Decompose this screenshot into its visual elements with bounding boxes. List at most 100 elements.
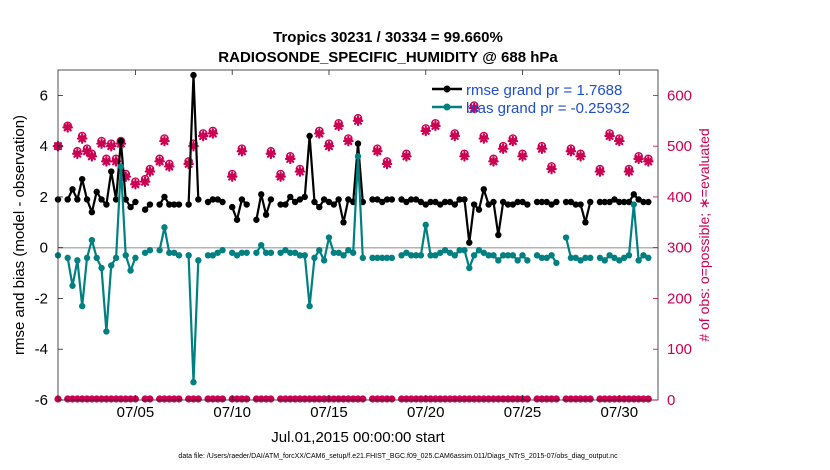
bias-point [601,257,608,264]
obs-evaluated-star-stroke [353,116,363,125]
bias-point [490,252,497,259]
bias-point [625,252,633,259]
rmse-point [495,231,502,239]
rmse-point [258,191,265,198]
rmse-point [214,196,221,203]
rmse-line [231,198,248,221]
bias-point [514,257,521,264]
y-tick-label: -2 [35,290,48,307]
rmse-point [470,201,478,208]
obs-evaluated-star-stroke [237,147,246,156]
bias-point [417,252,425,259]
rmse-point [311,198,318,206]
obs-evaluated-star-stroke [644,157,653,166]
obs-evaluated-star-stroke [324,142,334,151]
obs-evaluated-star-stroke [315,129,324,138]
rmse-point [161,193,168,201]
y2-tick-label: 200 [667,290,692,307]
obs-low-count-marker [194,395,202,403]
bias-point [204,252,212,259]
bias-point [441,247,449,254]
bias-point [640,252,647,259]
rmse-point [451,201,458,208]
obs-count-layer [52,101,654,403]
rmse-point [412,196,420,203]
obs-evaluated-marker [633,153,644,165]
obs-evaluated-marker [517,151,528,162]
rmse-point [69,186,76,193]
obs-low-count-marker [146,395,154,403]
obs-evaluated-star-stroke [111,157,121,166]
rmse-point [567,198,575,206]
rmse-point [504,201,512,208]
obs-evaluated-star-stroke [431,121,440,130]
obs-evaluated-marker [86,151,98,162]
obs-evaluated-marker [144,166,156,177]
x-axis-label: Jul.01,2015 00:00:00 start [271,429,445,446]
rmse-point [195,196,202,203]
obs-evaluated-star-stroke [160,137,169,146]
rmse-point [132,198,139,206]
rmse-point [287,193,294,201]
bias-point [345,247,352,254]
bias-point [296,252,304,259]
obs-evaluated-star-stroke [228,172,237,181]
bias-point [219,247,226,254]
rmse-point [616,198,623,206]
bias-point [470,252,478,259]
bias-point [195,257,202,264]
chart-subtitle: RADIOSONDE_SPECIFIC_HUMIDITY @ 688 hPa [218,49,558,66]
obs-evaluated-star-stroke [155,157,164,166]
bias-point [606,252,613,259]
rmse-point [514,198,521,206]
bias-point [349,249,357,256]
rmse-point [204,198,212,206]
obs-evaluated-marker [284,153,296,165]
obs-evaluated-star-stroke [605,131,614,141]
rmse-point [432,198,439,206]
bias-point [499,252,507,259]
rmse-point [548,201,555,208]
bias-point [78,302,86,310]
bias-point [320,257,328,264]
rmse-point [345,196,352,203]
obs-evaluated-star-stroke [479,134,488,143]
bias-point [214,249,221,256]
obs-evaluated-marker [101,156,112,167]
rmse-point [408,196,415,203]
rmse-point [553,198,560,206]
rmse-point [577,201,584,208]
y2-tick-label: 300 [667,240,692,257]
rmse-point [572,201,579,208]
bias-point [103,328,110,335]
rmse-point [175,201,183,208]
rmse-point [640,198,647,206]
obs-evaluated-marker [401,151,412,162]
obs-evaluated-marker [343,135,354,147]
rmse-point [340,219,347,226]
bias-point [596,254,604,262]
rmse-point [127,203,134,211]
obs-evaluated-star-stroke [141,177,150,186]
rmse-point [98,196,105,203]
obs-evaluated-star-stroke [97,139,106,148]
obs-evaluated-star-stroke [615,137,624,146]
y-tick-label: 0 [40,240,48,257]
bias-point [504,252,512,259]
bias-point [233,252,241,259]
obs-evaluated-star-stroke [470,104,479,113]
rmse-point [141,206,149,213]
obs-evaluated-marker [536,143,548,154]
obs-evaluated-marker [207,128,219,139]
legend-rmse-marker [443,85,451,93]
bias-point [117,163,125,170]
rmse-point [209,196,217,203]
rmse-point [330,201,338,208]
obs-evaluated-marker [197,130,209,142]
bias-point [519,252,526,259]
rmse-point [93,188,100,196]
obs-evaluated-marker [105,140,117,152]
bias-point [388,254,396,262]
rmse-point [228,203,236,211]
rmse-point [606,198,613,206]
